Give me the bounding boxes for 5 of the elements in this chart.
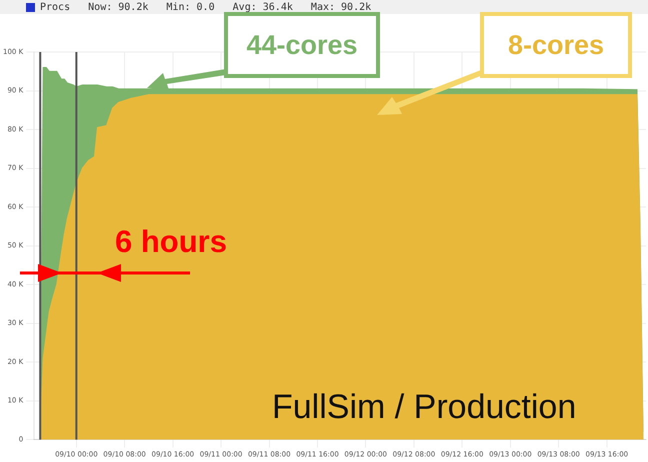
- series-label: 44-cores: [224, 12, 380, 78]
- text: Procs Now: 90.2k Min: 0.0 Avg: 36.4k Max: 90.2k: [40, 2, 372, 12]
- series-label: 8-cores: [480, 12, 632, 78]
- annotation: FullSim / Production: [272, 388, 576, 427]
- annotation: 6 hours: [115, 224, 227, 260]
